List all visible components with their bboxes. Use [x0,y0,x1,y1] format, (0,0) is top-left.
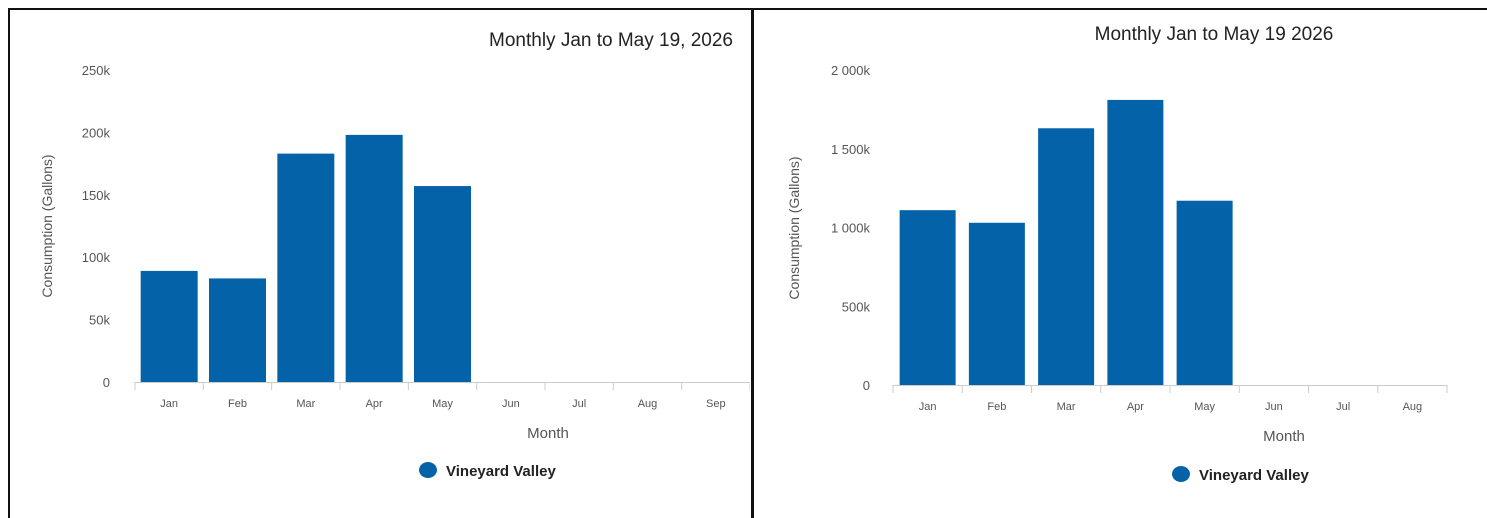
chart-monthly-consumption-right: Monthly Jan to May 19 2026 Consumption (G… [786,24,1448,484]
y-axis-title: Consumption (Gallons) [786,156,802,299]
x-tick-label: Jun [1265,401,1283,413]
y-axis-title: Consumption (Gallons) [39,154,55,297]
bar-feb[interactable] [968,222,1025,385]
legend-marker [1172,466,1190,482]
y-tick-label: 500k [842,299,871,314]
y-tick-label: 200k [82,125,111,140]
x-tick-label: May [1194,401,1215,413]
x-tick-label: Feb [228,398,247,410]
x-tick-label: Apr [366,398,383,410]
panel-border-left [8,8,10,518]
y-tick-label: 2 000k [831,63,871,78]
y-tick-label: 250k [82,63,111,78]
legend-item-vineyard-valley[interactable]: Vineyard Valley [1172,466,1309,484]
y-tick-label: 150k [82,188,111,203]
x-tick-label: Mar [296,398,315,410]
y-tick-label: 50k [89,313,110,328]
legend-marker [419,462,437,478]
x-tick-label: Aug [1403,401,1423,413]
bar-apr[interactable] [345,134,403,382]
chart-title: Monthly Jan to May 19 2026 [1095,24,1334,45]
y-tick-label: 0 [863,378,870,393]
legend-label: Vineyard Valley [1199,467,1309,484]
x-axis-title: Month [1263,428,1305,445]
y-tick-label: 0 [103,375,110,390]
legend-label: Vineyard Valley [446,463,556,480]
y-tick-label: 100k [82,250,111,265]
bar-may[interactable] [1176,200,1233,385]
x-tick-label: Jan [919,401,937,413]
legend-item-vineyard-valley[interactable]: Vineyard Valley [419,462,556,480]
bar-jan[interactable] [140,270,198,382]
bar-may[interactable] [414,186,471,382]
x-tick-label: Mar [1057,401,1076,413]
x-tick-label: Jul [572,398,586,410]
x-tick-label: May [432,398,453,410]
x-tick-label: Feb [987,401,1006,413]
x-axis-title: Month [527,425,569,442]
x-tick-label: Jan [160,398,178,410]
bar-apr[interactable] [1107,99,1164,386]
y-tick-label: 1 000k [831,221,871,236]
x-tick-label: Jul [1336,401,1350,413]
bar-jan[interactable] [899,210,956,385]
bar-mar[interactable] [277,153,335,382]
x-tick-label: Apr [1127,401,1144,413]
chart-title: Monthly Jan to May 19, 2026 [489,30,733,51]
x-tick-label: Jun [502,398,520,410]
x-tick-label: Sep [706,398,726,410]
bar-mar[interactable] [1038,128,1095,385]
y-tick-label: 1 500k [831,142,871,157]
x-tick-label: Aug [638,398,658,410]
panel-border-top [8,8,1487,10]
panel-divider [751,8,754,518]
bar-feb[interactable] [209,278,266,382]
chart-monthly-consumption-left: Monthly Jan to May 19, 2026 Consumption (… [39,30,750,480]
